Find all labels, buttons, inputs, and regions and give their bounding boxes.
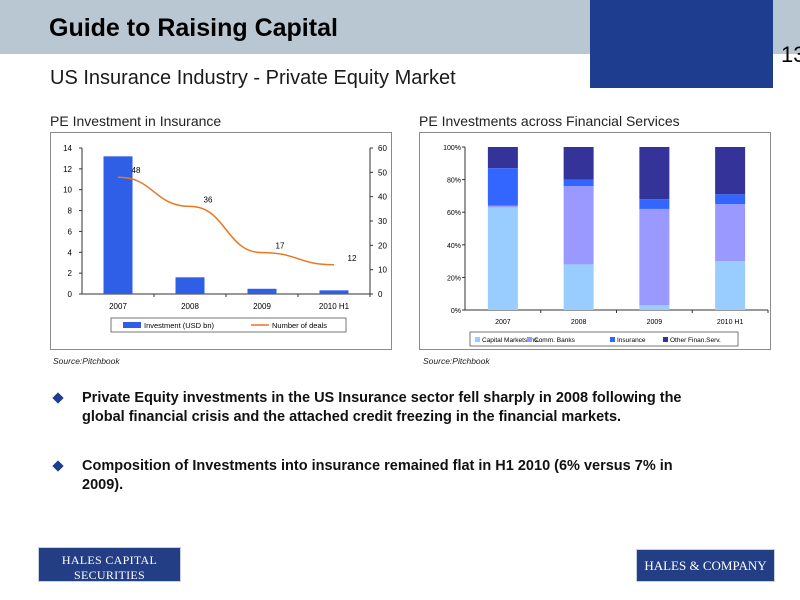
legend-label: Comm. Banks bbox=[534, 337, 576, 344]
left-y-tick-label: 6 bbox=[68, 227, 73, 236]
y-tick-label: 60% bbox=[447, 210, 461, 217]
stacked-bar-segment bbox=[563, 264, 594, 310]
stacked-bar-segment bbox=[639, 208, 670, 306]
stacked-bar-segment bbox=[487, 147, 518, 169]
page-title: Guide to Raising Capital bbox=[49, 14, 338, 42]
page-number: 13 bbox=[781, 42, 800, 67]
stacked-bar-segment bbox=[715, 204, 746, 262]
right-y-tick-label: 40 bbox=[378, 193, 387, 202]
stacked-bar-segment bbox=[715, 261, 746, 310]
right-y-tick-label: 50 bbox=[378, 168, 387, 177]
legend-swatch-investment bbox=[123, 322, 141, 328]
legend-label: Other Finan.Serv. bbox=[670, 337, 721, 344]
right-y-tick-label: 0 bbox=[378, 290, 383, 299]
y-tick-label: 20% bbox=[447, 275, 461, 282]
y-tick-label: 100% bbox=[443, 145, 461, 152]
legend-label-deals: Number of deals bbox=[272, 321, 327, 330]
investment-bar bbox=[103, 156, 133, 294]
left-y-tick-label: 2 bbox=[68, 269, 73, 278]
hales-and-company-logo: HALES & COMPANY bbox=[636, 549, 775, 582]
logo-line-2: MEMBER FINRA/SIPC bbox=[47, 585, 172, 594]
investment-bar bbox=[319, 290, 349, 294]
x-tick-label: 2007 bbox=[495, 319, 511, 326]
page-subtitle: US Insurance Industry - Private Equity M… bbox=[50, 67, 456, 89]
legend-label: Insurance bbox=[617, 337, 646, 344]
legend-swatch bbox=[663, 337, 668, 342]
header-accent-block bbox=[590, 0, 773, 88]
stacked-bar-segment bbox=[487, 207, 518, 310]
x-tick-label: 2008 bbox=[181, 302, 199, 311]
y-tick-label: 0% bbox=[451, 308, 461, 315]
deals-line bbox=[117, 176, 335, 266]
x-tick-label: 2009 bbox=[647, 319, 663, 326]
stacked-bar-segment bbox=[715, 194, 746, 205]
bullet-item: Private Equity investments in the US Ins… bbox=[52, 389, 712, 427]
pe-financial-services-chart: 0% 20% 40% 60% 80% 100% 2007 2008 2009 2010 H1 Cap… bbox=[443, 145, 769, 347]
right-y-tick-label: 10 bbox=[378, 266, 387, 275]
deals-data-label: 12 bbox=[348, 254, 357, 263]
x-tick-label: 2008 bbox=[571, 319, 587, 326]
left-y-tick-label: 8 bbox=[68, 207, 73, 216]
stacked-bar-segment bbox=[639, 305, 670, 310]
deals-data-label: 17 bbox=[276, 242, 285, 251]
y-tick-label: 40% bbox=[447, 243, 461, 250]
bullet-list: Private Equity investments in the US Ins… bbox=[52, 389, 712, 495]
legend-swatch bbox=[610, 337, 615, 342]
stacked-bar-segment bbox=[563, 179, 594, 187]
legend-swatch bbox=[475, 337, 480, 342]
bullet-text: Composition of Investments into insuranc… bbox=[82, 458, 673, 493]
x-tick-label: 2007 bbox=[109, 302, 127, 311]
right-y-tick-label: 20 bbox=[378, 241, 387, 250]
left-chart-source: Source:Pitchbook bbox=[53, 356, 120, 366]
chart-legend bbox=[469, 331, 739, 347]
stacked-bar-segment bbox=[715, 147, 746, 195]
hales-capital-securities-logo: HALES CAPITAL SECURITIES MEMBER FINRA/SI… bbox=[38, 547, 181, 594]
right-y-tick-label: 60 bbox=[378, 144, 387, 153]
left-chart-frame: 0 2 4 6 8 10 12 14 0 10 20 30 40 50 60 2007 2008 2009 2010… bbox=[50, 132, 392, 350]
chart-legend bbox=[110, 317, 347, 333]
bullet-text: Private Equity investments in the US Ins… bbox=[82, 390, 682, 425]
deals-data-label: 36 bbox=[204, 195, 213, 204]
left-y-tick-label: 14 bbox=[63, 144, 72, 153]
stacked-bar-segment bbox=[639, 147, 670, 200]
x-tick-label: 2010 H1 bbox=[717, 319, 744, 326]
investment-bar bbox=[247, 288, 277, 294]
left-y-tick-label: 4 bbox=[68, 248, 73, 257]
right-y-tick-label: 30 bbox=[378, 217, 387, 226]
x-tick-label: 2009 bbox=[253, 302, 271, 311]
investment-bar bbox=[175, 277, 205, 294]
left-chart-heading: PE Investment in Insurance bbox=[50, 113, 222, 129]
legend-swatch bbox=[527, 337, 532, 342]
x-tick-label: 2010 H1 bbox=[319, 302, 350, 311]
stacked-bar-segment bbox=[639, 199, 670, 209]
deals-data-label: 48 bbox=[132, 166, 141, 175]
stacked-bar-segment bbox=[487, 168, 518, 206]
pe-investment-chart: 0 2 4 6 8 10 12 14 0 10 20 30 40 50 60 2007 2008 2009 2010… bbox=[63, 144, 387, 333]
right-chart-frame: 0% 20% 40% 60% 80% 100% 2007 2008 2009 2010 H1 Cap… bbox=[419, 132, 771, 350]
left-y-tick-label: 12 bbox=[63, 165, 72, 174]
legend-label-investment: Investment (USD bn) bbox=[144, 321, 215, 330]
stacked-bar-segment bbox=[487, 205, 518, 208]
left-y-tick-label: 10 bbox=[63, 186, 72, 195]
stacked-bar-segment bbox=[563, 186, 594, 265]
diamond-bullet-icon bbox=[52, 392, 64, 404]
right-chart-source: Source:Pitchbook bbox=[423, 356, 490, 366]
legend-label: Capital Markets/Ins. bbox=[482, 337, 540, 344]
logo-line-1: HALES CAPITAL SECURITIES bbox=[61, 553, 158, 582]
right-chart-heading: PE Investments across Financial Services bbox=[419, 113, 680, 129]
left-y-tick-label: 0 bbox=[68, 290, 73, 299]
bullet-item: Composition of Investments into insuranc… bbox=[52, 457, 712, 495]
stacked-bar-segment bbox=[563, 147, 594, 180]
y-tick-label: 80% bbox=[447, 178, 461, 185]
diamond-bullet-icon bbox=[52, 460, 64, 472]
